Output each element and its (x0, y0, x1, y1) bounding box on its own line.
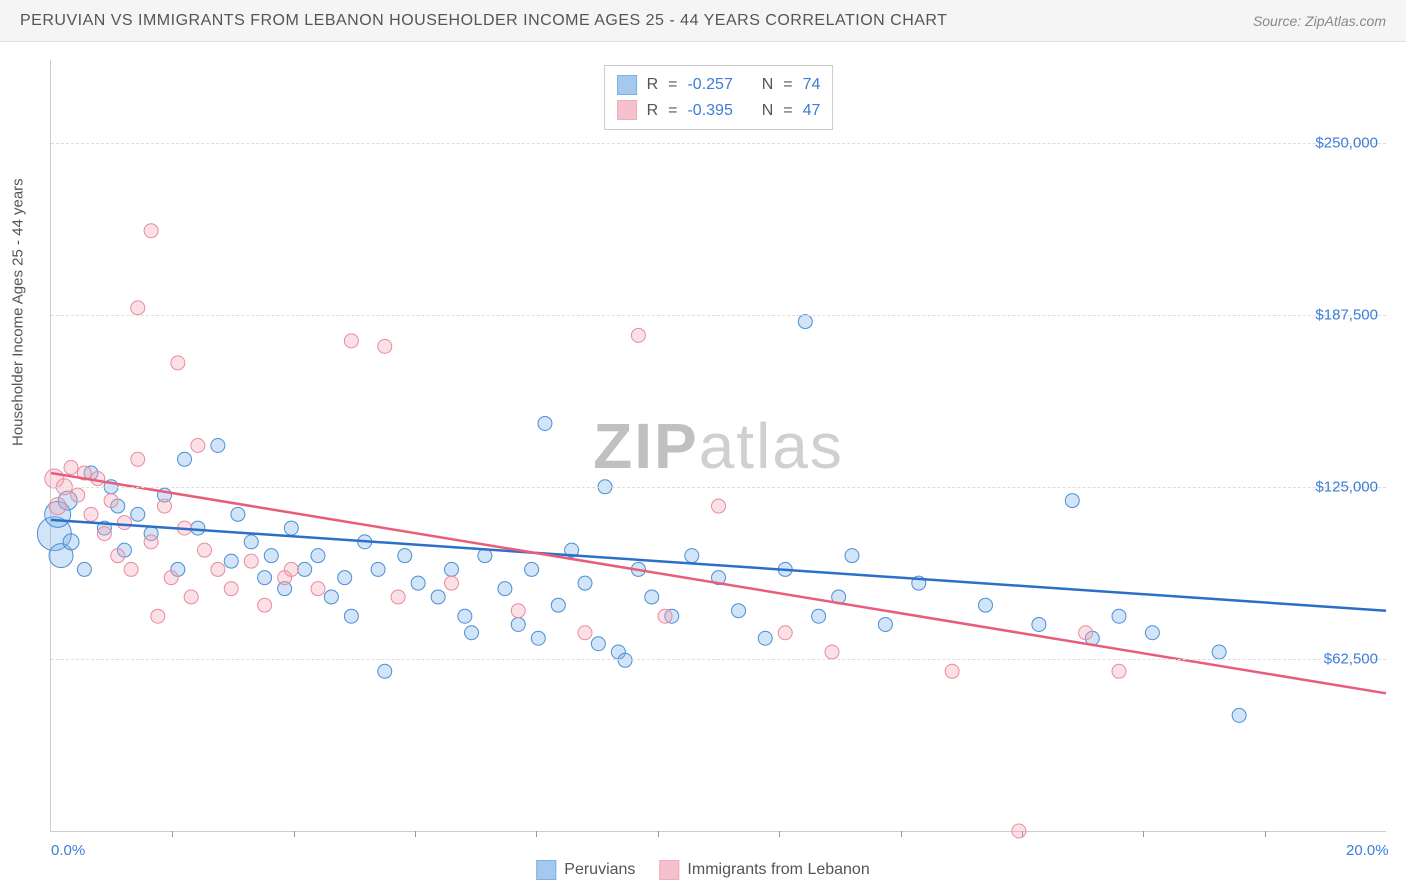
legend-item-lebanon: Immigrants from Lebanon (659, 860, 869, 880)
scatter-svg (51, 60, 1386, 831)
x-tick-label: 20.0% (1346, 842, 1389, 859)
legend-label-lebanon: Immigrants from Lebanon (687, 861, 869, 879)
legend-swatch-lebanon (659, 860, 679, 880)
y-axis-title: Householder Income Ages 25 - 44 years (10, 178, 27, 446)
source-attribution: Source: ZipAtlas.com (1253, 13, 1386, 29)
legend-swatch-peruvians (536, 860, 556, 880)
y-tick-label: $125,000 (1315, 478, 1378, 495)
y-tick-label: $187,500 (1315, 306, 1378, 323)
source-label: Source: (1253, 13, 1305, 29)
legend-item-peruvians: Peruvians (536, 860, 635, 880)
chart-title: PERUVIAN VS IMMIGRANTS FROM LEBANON HOUS… (20, 12, 947, 30)
y-tick-label: $62,500 (1324, 650, 1378, 667)
bottom-legend: Peruvians Immigrants from Lebanon (536, 860, 869, 880)
plot-area: ZIPatlas R = -0.257 N = 74 R = -0.395 N (50, 60, 1386, 832)
source-name: ZipAtlas.com (1305, 13, 1386, 29)
legend-label-peruvians: Peruvians (564, 861, 635, 879)
y-tick-label: $250,000 (1315, 134, 1378, 151)
title-bar: PERUVIAN VS IMMIGRANTS FROM LEBANON HOUS… (0, 0, 1406, 42)
x-tick-label: 0.0% (51, 842, 85, 859)
chart-container: PERUVIAN VS IMMIGRANTS FROM LEBANON HOUS… (0, 0, 1406, 892)
